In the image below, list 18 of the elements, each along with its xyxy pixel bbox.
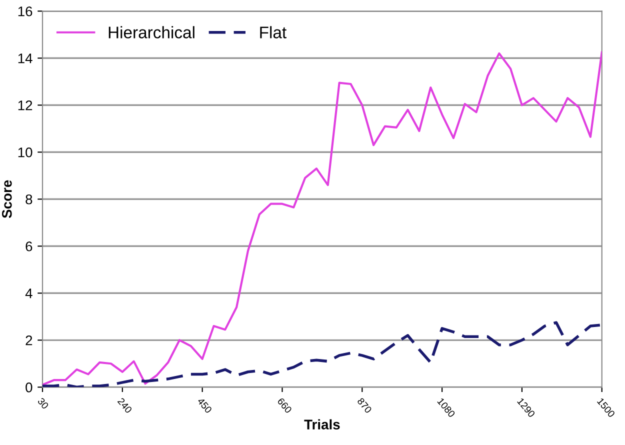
y-tick-label: 14: [18, 54, 32, 64]
y-axis-title: Score: [2, 180, 12, 218]
y-tick-label: 16: [18, 6, 32, 16]
y-tick-label: 4: [25, 288, 32, 298]
y-tick-label: 2: [26, 335, 32, 346]
legend-label: Hierarchical: [108, 26, 194, 38]
y-tick-label: 6: [26, 241, 32, 252]
x-tick-label: 450: [196, 397, 212, 414]
x-tick-label: 30: [37, 397, 50, 410]
legend-label: Flat: [260, 26, 286, 38]
x-tick-label: 240: [117, 397, 132, 414]
x-tick-label: 870: [356, 397, 372, 414]
y-tick-label: 0: [26, 382, 32, 392]
y-tick-label: 10: [18, 147, 32, 158]
y-tick-label: 8: [26, 194, 32, 204]
x-tick-label: 660: [277, 397, 292, 414]
y-tick-label: 12: [18, 100, 32, 110]
x-axis-title: Trials: [304, 419, 340, 430]
